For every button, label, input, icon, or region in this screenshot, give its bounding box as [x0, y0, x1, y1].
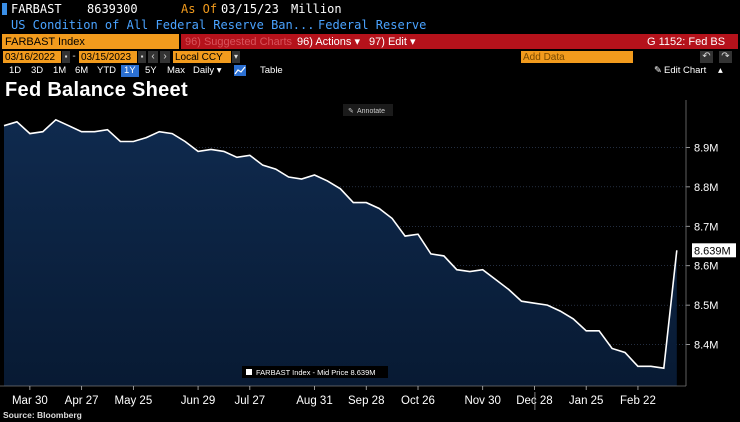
unit-label: Million [291, 2, 342, 16]
chart-area[interactable]: 8.4M 8.5M 8.6M 8.7M 8.8M 8.9M Mar 30 Apr 27 May… [0, 100, 740, 410]
edit-label: 97) Edit [369, 36, 407, 48]
settings-icon[interactable]: ▴ [718, 65, 723, 76]
x-tick-label: Dec 28 [516, 395, 552, 407]
table-button[interactable]: Table [260, 65, 283, 76]
series-area [4, 119, 677, 387]
range-button-ytd[interactable]: YTD [97, 65, 116, 76]
ticker-line: FARBAST 8639300 As Of 03/15/23 Million [0, 0, 740, 18]
prev-period-button[interactable]: ‹ [148, 51, 158, 63]
last-value-text: 8.639M [694, 245, 731, 257]
calendar-icon[interactable]: ▪ [138, 51, 146, 63]
y-tick-label: 8.7M [694, 221, 718, 233]
source-footnote: Source: Bloomberg [3, 410, 82, 420]
action-bar: 96) Suggested Charts 96) Actions ▾ 97) E… [181, 34, 738, 49]
y-tick-label: 8.8M [694, 182, 718, 194]
index-field[interactable]: FARBAST Index [2, 34, 179, 49]
x-tick-label: Mar 30 [12, 395, 48, 407]
redo-button[interactable]: ↷ [719, 51, 732, 63]
next-period-button[interactable]: › [160, 51, 170, 63]
function-code: G 1152: Fed BS [647, 36, 726, 48]
legend-swatch [246, 369, 252, 375]
x-tick-label: Jun 29 [181, 395, 216, 407]
ticker-symbol[interactable]: FARBAST [11, 2, 62, 16]
as-of-label: As Of [181, 2, 218, 16]
period-select[interactable]: Daily ▾ [193, 65, 222, 76]
chart-legend[interactable]: FARBAST Index - Mid Price 8.639M [242, 366, 388, 378]
series-line [3, 118, 678, 370]
toolbar: FARBAST Index 96) Suggested Charts 96) A… [0, 34, 740, 50]
edit-button[interactable]: 97) Edit ▾ [369, 34, 416, 50]
range-button-6m[interactable]: 6M [75, 65, 89, 76]
x-axis: Mar 30 Apr 27 May 25 Jun 29 Jul 27 Aug 31 Sep … [0, 385, 686, 410]
y-tick-label: 8.4M [694, 340, 718, 352]
add-data-input[interactable]: Add Data [521, 51, 633, 63]
actions-button[interactable]: 96) Actions ▾ [297, 34, 360, 50]
y-tick-label: 8.5M [694, 300, 718, 312]
range-button-1y[interactable]: 1Y [121, 65, 139, 77]
range-selector: 1D 3D 1M 6M YTD 1Y 5Y Max Daily ▾ Table … [0, 65, 740, 77]
line-chart-icon[interactable] [234, 65, 246, 76]
x-tick-label: May 25 [115, 395, 153, 407]
as-of-date: 03/15/23 [221, 2, 279, 16]
suggested-charts-button[interactable]: 96) Suggested Charts [185, 36, 293, 48]
x-tick-label: Sep 28 [348, 395, 384, 407]
last-value-label: 8.639M [692, 243, 736, 258]
security-description: US Condition of All Federal Reserve Ban.… [11, 18, 315, 32]
chart-title: Fed Balance Sheet [5, 79, 188, 101]
undo-button[interactable]: ↶ [700, 51, 713, 63]
range-button-1d[interactable]: 1D [9, 65, 22, 76]
chevron-down-icon: ▾ [409, 36, 416, 48]
source-name: Federal Reserve [318, 18, 427, 32]
x-tick-label: Aug 31 [296, 395, 332, 407]
y-tick-label: 8.9M [694, 142, 718, 154]
annotate-icon: ✎ [348, 108, 354, 115]
x-tick-label: Apr 27 [65, 395, 99, 407]
dash-separator: - [71, 51, 77, 63]
range-button-5y[interactable]: 5Y [145, 65, 157, 76]
range-button-1m[interactable]: 1M [53, 65, 67, 76]
legend-label: FARBAST Index - Mid Price 8.639M [256, 368, 376, 377]
chevron-down-icon: ▾ [354, 36, 361, 48]
y-axis: 8.4M 8.5M 8.6M 8.7M 8.8M 8.9M [685, 100, 718, 386]
end-date-field[interactable]: 03/15/2023 [79, 51, 137, 63]
description-line: US Condition of All Federal Reserve Ban.… [0, 17, 740, 34]
x-tick-label: Jan 25 [569, 395, 604, 407]
date-range-bar: 03/16/2022 ▪ - 03/15/2023 ▪ ‹ › Local CC… [0, 51, 740, 64]
actions-label: 96) Actions [297, 36, 352, 48]
annotate-label: Annotate [357, 108, 385, 115]
start-date-field[interactable]: 03/16/2022 [3, 51, 61, 63]
x-tick-label: Jul 27 [234, 395, 265, 407]
ticker-marker-icon [2, 3, 7, 15]
x-tick-label: Oct 26 [401, 395, 435, 407]
edit-chart-button[interactable]: Edit Chart [664, 65, 707, 76]
line-chart-icon-glyph [234, 66, 246, 75]
calendar-icon[interactable]: ▪ [62, 51, 70, 63]
y-tick-label: 8.6M [694, 261, 718, 273]
currency-select[interactable]: Local CCY [173, 51, 231, 63]
pencil-icon[interactable]: ✎ [654, 65, 662, 76]
x-tick-label: Nov 30 [464, 395, 500, 407]
ticker-value: 8639300 [87, 2, 138, 16]
x-tick-label: Feb 22 [620, 395, 656, 407]
range-button-max[interactable]: Max [167, 65, 185, 76]
annotate-button[interactable]: ✎ Annotate [343, 104, 393, 116]
chevron-down-icon[interactable]: ▾ [232, 51, 240, 63]
range-button-3d[interactable]: 3D [31, 65, 44, 76]
